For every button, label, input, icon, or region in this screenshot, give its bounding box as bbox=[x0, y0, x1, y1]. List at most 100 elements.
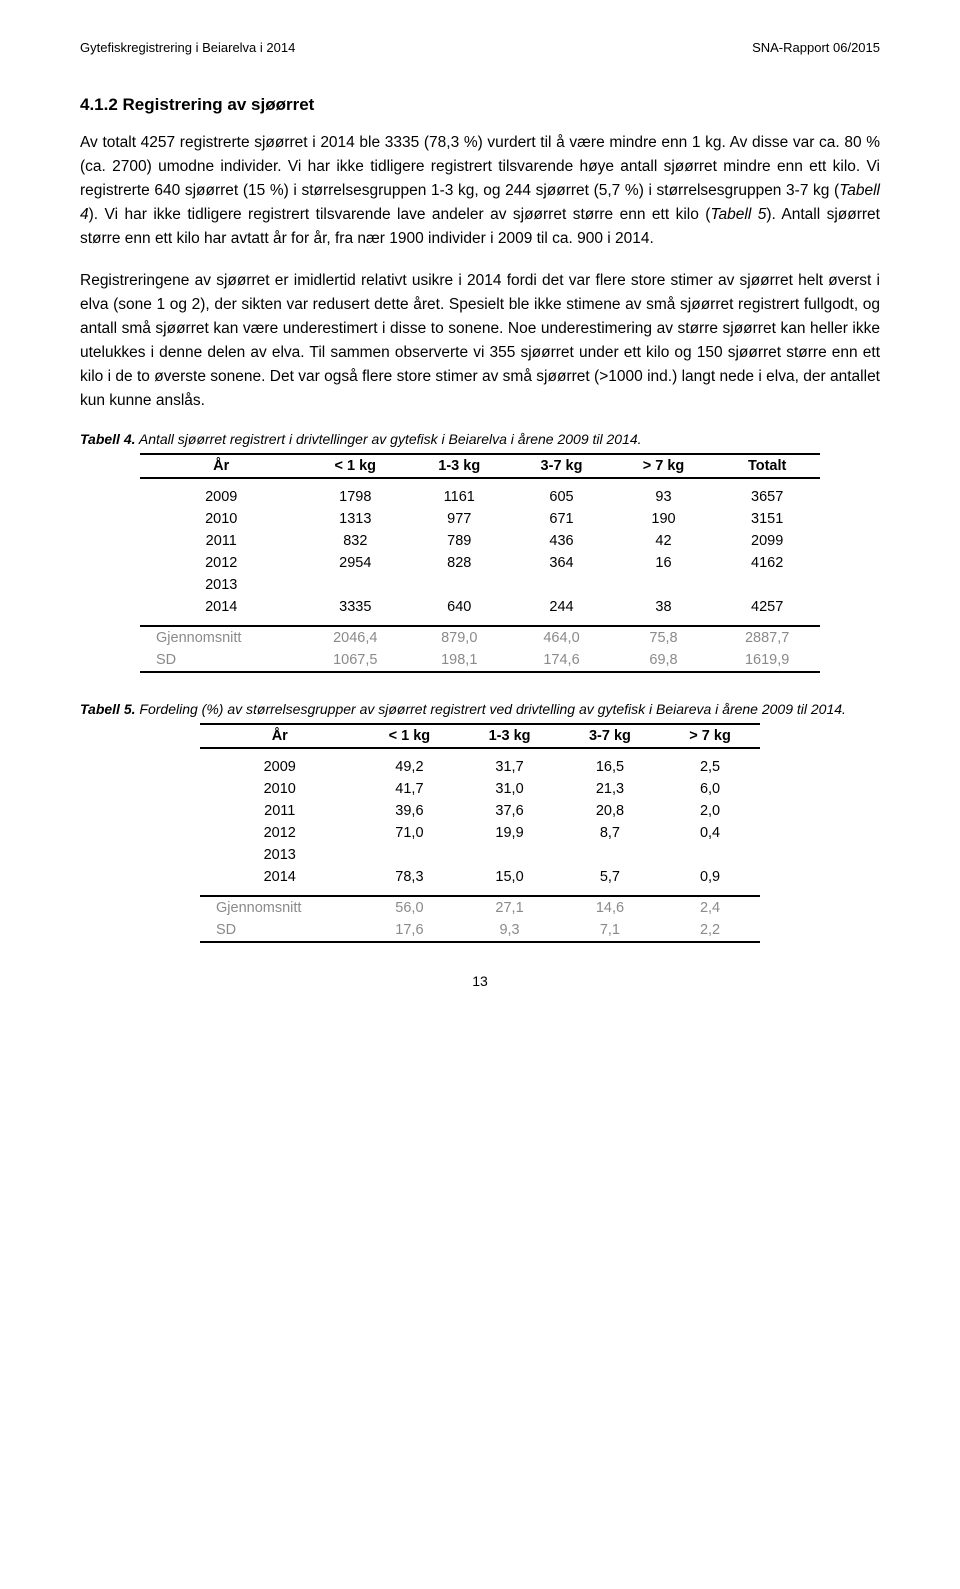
table-row: 2010 1313 977 671 190 3151 bbox=[140, 508, 820, 530]
para1-ref-tabell5: Tabell 5 bbox=[710, 206, 766, 223]
cell: 2954 bbox=[302, 552, 408, 574]
table5-caption: Tabell 5. Fordeling (%) av størrelsesgru… bbox=[80, 701, 880, 717]
cell: 640 bbox=[408, 596, 510, 626]
table-row: 2012 2954 828 364 16 4162 bbox=[140, 552, 820, 574]
table-row: 2009 1798 1161 605 93 3657 bbox=[140, 478, 820, 508]
cell: 69,8 bbox=[613, 649, 715, 672]
table4-summary: Gjennomsnitt 2046,4 879,0 464,0 75,8 288… bbox=[140, 626, 820, 672]
table5: År < 1 kg 1-3 kg 3-7 kg > 7 kg 2009 49,2… bbox=[200, 723, 760, 943]
cell bbox=[613, 574, 715, 596]
cell: 2010 bbox=[200, 778, 360, 800]
cell: 2010 bbox=[140, 508, 302, 530]
cell: 605 bbox=[510, 478, 612, 508]
cell: 1313 bbox=[302, 508, 408, 530]
cell: 436 bbox=[510, 530, 612, 552]
cell: 19,9 bbox=[459, 822, 559, 844]
table5-summary: Gjennomsnitt 56,0 27,1 14,6 2,4 SD 17,6 … bbox=[200, 896, 760, 942]
cell: 1619,9 bbox=[714, 649, 820, 672]
table-row: Gjennomsnitt 2046,4 879,0 464,0 75,8 288… bbox=[140, 626, 820, 649]
cell: 75,8 bbox=[613, 626, 715, 649]
cell: 832 bbox=[302, 530, 408, 552]
table4-col-gt7: > 7 kg bbox=[613, 454, 715, 478]
cell: 3335 bbox=[302, 596, 408, 626]
cell: 31,0 bbox=[459, 778, 559, 800]
table5-caption-text: Fordeling (%) av størrelsesgrupper av sj… bbox=[136, 701, 846, 717]
cell: 2,2 bbox=[660, 919, 760, 942]
cell: 2014 bbox=[200, 866, 360, 896]
cell: 39,6 bbox=[360, 800, 460, 822]
table-row: SD 1067,5 198,1 174,6 69,8 1619,9 bbox=[140, 649, 820, 672]
table5-body: 2009 49,2 31,7 16,5 2,5 2010 41,7 31,0 2… bbox=[200, 748, 760, 896]
cell: 2011 bbox=[140, 530, 302, 552]
cell: 78,3 bbox=[360, 866, 460, 896]
page-container: Gytefiskregistrering i Beiarelva i 2014 … bbox=[0, 0, 960, 1049]
cell: 21,3 bbox=[560, 778, 660, 800]
cell: 2,4 bbox=[660, 896, 760, 919]
cell: 464,0 bbox=[510, 626, 612, 649]
table4-col-year: År bbox=[140, 454, 302, 478]
cell bbox=[660, 844, 760, 866]
cell bbox=[408, 574, 510, 596]
cell: 1161 bbox=[408, 478, 510, 508]
table-row: 2013 bbox=[200, 844, 760, 866]
table5-col-year: År bbox=[200, 724, 360, 748]
table4-header-row: År < 1 kg 1-3 kg 3-7 kg > 7 kg Totalt bbox=[140, 454, 820, 478]
cell: 31,7 bbox=[459, 748, 559, 778]
table4-caption: Tabell 4. Antall sjøørret registrert i d… bbox=[80, 431, 880, 447]
cell: 15,0 bbox=[459, 866, 559, 896]
cell: 828 bbox=[408, 552, 510, 574]
paragraph-1: Av totalt 4257 registrerte sjøørret i 20… bbox=[80, 131, 880, 251]
table4-head: År < 1 kg 1-3 kg 3-7 kg > 7 kg Totalt bbox=[140, 454, 820, 478]
page-number: 13 bbox=[80, 973, 880, 989]
cell: 0,9 bbox=[660, 866, 760, 896]
page-header: Gytefiskregistrering i Beiarelva i 2014 … bbox=[80, 40, 880, 55]
cell: 49,2 bbox=[360, 748, 460, 778]
header-right: SNA-Rapport 06/2015 bbox=[752, 40, 880, 55]
table5-caption-label: Tabell 5. bbox=[80, 701, 136, 717]
cell: 9,3 bbox=[459, 919, 559, 942]
cell: 0,4 bbox=[660, 822, 760, 844]
paragraph-2: Registreringene av sjøørret er imidlerti… bbox=[80, 269, 880, 413]
cell: 14,6 bbox=[560, 896, 660, 919]
table4-caption-text: Antall sjøørret registrert i drivtelling… bbox=[136, 431, 642, 447]
cell: 2887,7 bbox=[714, 626, 820, 649]
cell: SD bbox=[140, 649, 302, 672]
cell: 3151 bbox=[714, 508, 820, 530]
table4: År < 1 kg 1-3 kg 3-7 kg > 7 kg Totalt 20… bbox=[140, 453, 820, 673]
table-row: 2013 bbox=[140, 574, 820, 596]
cell: 42 bbox=[613, 530, 715, 552]
para1-text-a: Av totalt 4257 registrerte sjøørret i 20… bbox=[80, 134, 880, 199]
cell: 2,0 bbox=[660, 800, 760, 822]
cell: 7,1 bbox=[560, 919, 660, 942]
cell: 190 bbox=[613, 508, 715, 530]
cell: 2011 bbox=[200, 800, 360, 822]
cell bbox=[714, 574, 820, 596]
table-row: SD 17,6 9,3 7,1 2,2 bbox=[200, 919, 760, 942]
table-row: 2011 39,6 37,6 20,8 2,0 bbox=[200, 800, 760, 822]
cell: 4162 bbox=[714, 552, 820, 574]
cell: 20,8 bbox=[560, 800, 660, 822]
table4-col-total: Totalt bbox=[714, 454, 820, 478]
cell: 2013 bbox=[200, 844, 360, 866]
cell: Gjennomsnitt bbox=[200, 896, 360, 919]
cell: 16,5 bbox=[560, 748, 660, 778]
table-row: 2011 832 789 436 42 2099 bbox=[140, 530, 820, 552]
table-row: 2009 49,2 31,7 16,5 2,5 bbox=[200, 748, 760, 778]
table5-col-1-3: 1-3 kg bbox=[459, 724, 559, 748]
table4-col-1-3: 1-3 kg bbox=[408, 454, 510, 478]
cell: 27,1 bbox=[459, 896, 559, 919]
cell bbox=[560, 844, 660, 866]
cell: SD bbox=[200, 919, 360, 942]
section-title: 4.1.2 Registrering av sjøørret bbox=[80, 95, 880, 115]
cell: 5,7 bbox=[560, 866, 660, 896]
cell: 6,0 bbox=[660, 778, 760, 800]
para1-text-b: ). Vi har ikke tidligere registrert tils… bbox=[89, 206, 711, 223]
table4-col-lt1: < 1 kg bbox=[302, 454, 408, 478]
table5-col-3-7: 3-7 kg bbox=[560, 724, 660, 748]
cell: 2012 bbox=[140, 552, 302, 574]
cell bbox=[302, 574, 408, 596]
cell bbox=[459, 844, 559, 866]
cell: 2012 bbox=[200, 822, 360, 844]
cell: 1798 bbox=[302, 478, 408, 508]
cell: 2046,4 bbox=[302, 626, 408, 649]
